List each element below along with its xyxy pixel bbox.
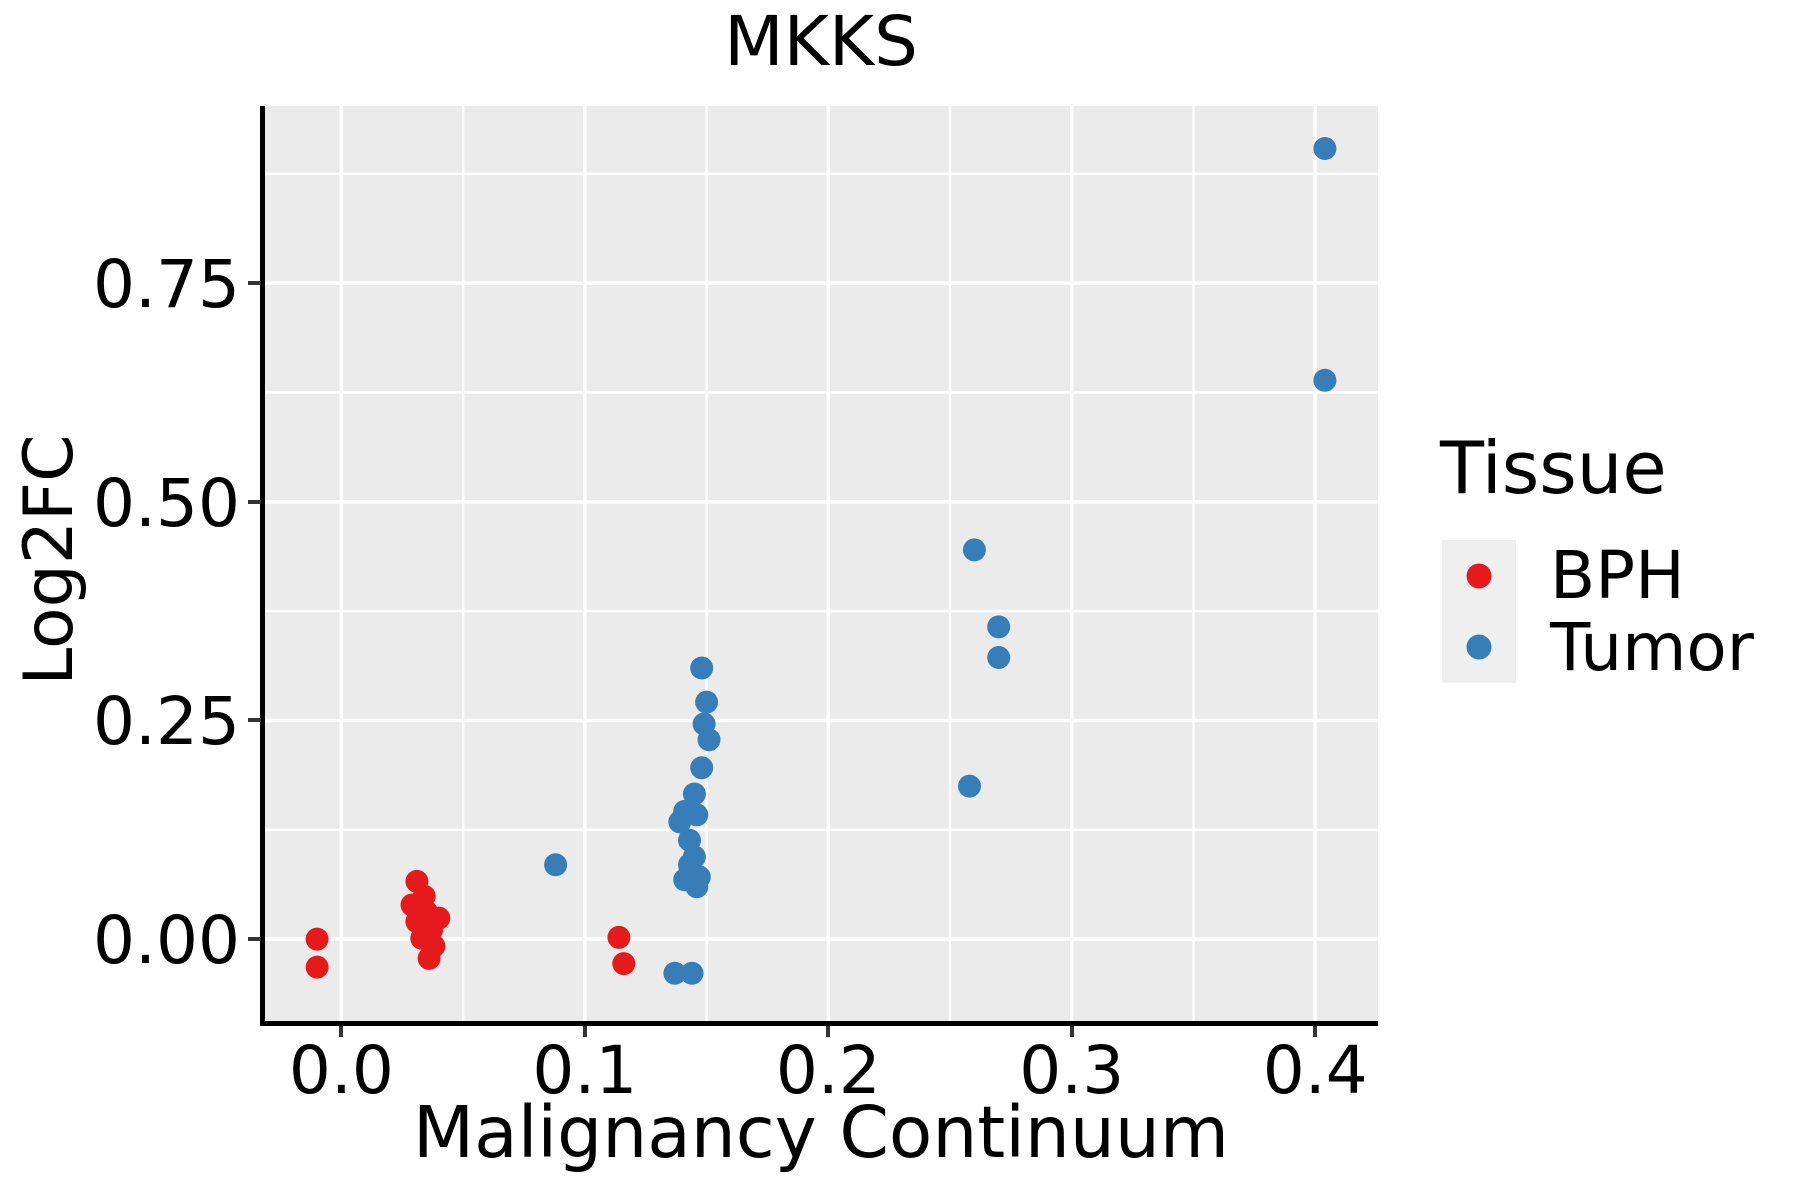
- legend-label-bph: BPH: [1550, 537, 1685, 614]
- x-tick-label: 0.3: [1019, 1032, 1125, 1109]
- legend-dot-tumor: [1466, 634, 1492, 660]
- data-point-tumor: [668, 810, 692, 834]
- data-point-tumor: [685, 875, 709, 899]
- plot-panel: [264, 106, 1378, 1021]
- data-point-bph: [417, 946, 441, 970]
- y-axis-line: [260, 106, 265, 1026]
- data-point-bph: [305, 955, 329, 979]
- data-point-tumor: [695, 690, 719, 714]
- x-axis-title: Malignancy Continuum: [412, 1091, 1230, 1174]
- x-tick-mark: [1069, 1026, 1074, 1037]
- data-point-tumor: [962, 538, 986, 562]
- data-point-tumor: [682, 782, 706, 806]
- plot-title: MKKS: [724, 2, 918, 82]
- x-tick-label: 0.0: [288, 1032, 394, 1109]
- data-point-tumor: [958, 774, 981, 798]
- legend-label-tumor: Tumor: [1550, 608, 1754, 686]
- data-point-bph: [607, 925, 631, 949]
- data-point-tumor: [1313, 368, 1337, 392]
- x-tick-label: 0.1: [532, 1032, 638, 1109]
- data-point-tumor: [987, 615, 1011, 639]
- y-tick-mark: [248, 281, 261, 286]
- y-tick-mark: [248, 499, 261, 504]
- data-point-bph: [612, 952, 636, 976]
- y-tick-label: 0.25: [93, 683, 240, 761]
- x-tick-mark: [1313, 1026, 1318, 1037]
- y-tick-mark: [248, 937, 261, 942]
- data-point-tumor: [680, 961, 704, 985]
- data-point-bph: [305, 927, 329, 951]
- legend-keys: [1442, 540, 1516, 683]
- data-point-tumor: [1313, 137, 1337, 160]
- x-tick-mark: [339, 1026, 344, 1037]
- y-tick-label: 0.00: [93, 902, 240, 980]
- x-axis-line: [260, 1021, 1378, 1026]
- scatter-canvas: [264, 106, 1378, 1021]
- x-tick-label: 0.2: [775, 1032, 881, 1109]
- x-tick-label: 0.4: [1262, 1032, 1368, 1109]
- y-tick-label: 0.75: [93, 246, 240, 324]
- data-point-tumor: [690, 756, 714, 780]
- legend-title: Tissue: [1440, 426, 1667, 510]
- y-axis-title: Log2FC: [10, 434, 89, 686]
- y-tick-mark: [248, 718, 261, 723]
- x-tick-mark: [582, 1026, 587, 1037]
- legend-key-tumor: [1442, 612, 1516, 683]
- data-point-tumor: [663, 961, 687, 985]
- x-tick-mark: [826, 1026, 831, 1037]
- data-point-tumor: [690, 656, 714, 680]
- data-point-tumor: [697, 728, 721, 752]
- legend-dot-bph: [1466, 563, 1492, 588]
- data-point-tumor: [544, 853, 568, 877]
- y-tick-label: 0.50: [93, 464, 240, 542]
- legend-key-bph: [1442, 540, 1516, 611]
- data-point-tumor: [987, 646, 1011, 669]
